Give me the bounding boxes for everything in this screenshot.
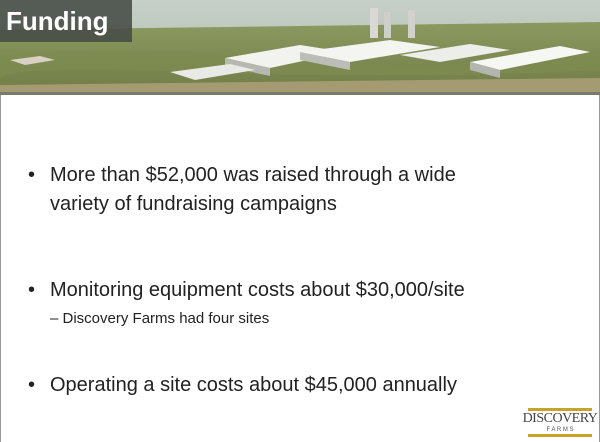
- logo-sub: F A R M S: [546, 427, 574, 433]
- slide-title: Funding: [0, 0, 132, 42]
- frame-line: [0, 95, 1, 442]
- logo: DISCOVERY F A R M S: [522, 408, 598, 437]
- bullet-text: Operating a site costs about $45,000 ann…: [50, 374, 457, 396]
- bullet-text: More than $52,000 was raised through a w…: [50, 164, 456, 215]
- header-photo: [0, 0, 600, 95]
- logo-name: DISCOVERY: [522, 411, 598, 426]
- logo-bar: [528, 408, 592, 411]
- logo-bar: [528, 434, 592, 437]
- bullet-text: Monitoring equipment costs about $30,000…: [50, 279, 465, 301]
- sub-bullet: – Discovery Farms had four sites: [50, 310, 270, 327]
- sub-bullet-text: Discovery Farms had four sites: [62, 310, 270, 327]
